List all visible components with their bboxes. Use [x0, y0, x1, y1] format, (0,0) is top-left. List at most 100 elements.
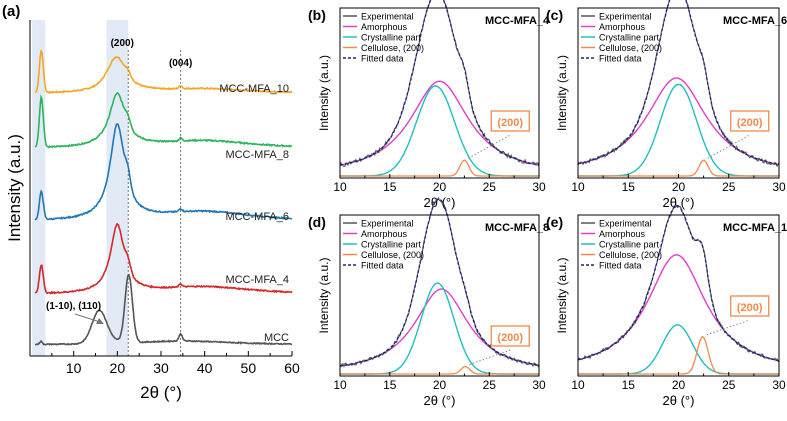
x-tick-label: 30: [772, 378, 786, 392]
x-tick-label: 10: [333, 378, 347, 392]
x-tick-label: 30: [772, 180, 786, 194]
reference-label-200: (200): [111, 38, 134, 49]
fitted-curve: [339, 0, 540, 166]
callout-label: (200): [737, 302, 763, 314]
legend-label: Cellulose, (200): [361, 43, 424, 53]
experimental-curve: [339, 196, 540, 368]
reference-label-004: (004): [169, 58, 192, 69]
panel-label: (d): [308, 214, 326, 230]
y-axis-title: Intensity (a.u.): [317, 55, 331, 131]
x-tick-label: 25: [483, 180, 497, 194]
legend-label: Experimental: [599, 219, 652, 229]
legend-label: Crystalline part: [361, 240, 422, 250]
x-tick-label: 20: [672, 378, 686, 392]
x-axis-title: 2θ (°): [140, 383, 182, 402]
x-tick-label: 50: [241, 360, 257, 376]
x-axis-title: 2θ (°): [424, 393, 456, 408]
x-axis-title: 2θ (°): [663, 393, 695, 408]
cellulose-200-curve: [578, 336, 779, 375]
series-label-MCC-MFA_8: MCC-MFA_8: [225, 149, 289, 161]
legend-label: Experimental: [599, 12, 652, 22]
sample-title: MCC-MFA_10: [723, 222, 787, 234]
y-axis-title: Intensity (a.u.): [317, 257, 331, 333]
legend-label: Fitted data: [361, 54, 404, 64]
series-line-MCC: [34, 273, 293, 346]
legend-label: Experimental: [361, 219, 414, 229]
callout-box: [730, 295, 770, 317]
legend-label: Cellulose, (200): [361, 250, 424, 260]
fitted-curve: [339, 198, 540, 367]
x-tick-label: 20: [433, 378, 447, 392]
x-tick-label: 40: [197, 360, 213, 376]
x-tick-label: 25: [722, 180, 736, 194]
legend-label: Fitted data: [361, 261, 404, 271]
series-line-MCC-MFA_4: [34, 222, 293, 295]
series-label-MCC: MCC: [264, 332, 289, 344]
series-label-MCC-MFA_6: MCC-MFA_6: [225, 211, 289, 223]
x-tick-label: 20: [433, 180, 447, 194]
fitted-curve: [577, 0, 780, 166]
legend-label: Fitted data: [599, 54, 642, 64]
panel-label: (c): [546, 7, 563, 23]
x-tick-label: 10: [333, 180, 347, 194]
panel-label: (b): [308, 7, 326, 23]
panel-a: (200) (004) MCC-MFA_10 MCC-MFA_8 MCC-MFA_6 MC…: [2, 3, 300, 402]
x-tick-label: 15: [383, 180, 397, 194]
sample-title: MCC-MFA_8: [485, 222, 549, 234]
annotation-arrow-line: [74, 313, 101, 323]
legend-label: Amorphous: [361, 229, 408, 239]
x-tick-label: 25: [483, 378, 497, 392]
legend-label: Crystalline part: [361, 33, 422, 43]
y-axis-title: Intensity (a.u.): [555, 257, 569, 333]
callout-leader: [706, 319, 750, 336]
x-tick-label: 10: [571, 180, 585, 194]
x-tick-label: 20: [672, 180, 686, 194]
callout-box: [490, 110, 530, 132]
x-tick-label: 15: [622, 378, 636, 392]
legend-label: Crystalline part: [599, 240, 660, 250]
legend-label: Amorphous: [361, 22, 408, 32]
x-tick-label: 15: [383, 378, 397, 392]
x-tick-label: 30: [153, 360, 169, 376]
series-line-MCC-MFA_10: [34, 49, 293, 94]
x-tick-label: 30: [532, 378, 546, 392]
callout-label: (200): [497, 332, 523, 344]
cellulose-200-curve: [340, 159, 539, 177]
x-tick-label: 15: [622, 180, 636, 194]
callout-leader: [707, 134, 750, 159]
y-axis-title: Intensity (a.u.): [555, 55, 569, 131]
legend-label: Amorphous: [599, 22, 646, 32]
callout-box: [730, 110, 770, 132]
x-tick-label: 60: [284, 360, 300, 376]
callout-label: (200): [497, 117, 523, 129]
legend-label: Experimental: [361, 12, 414, 22]
x-tick-label: 10: [66, 360, 82, 376]
legend-label: Amorphous: [599, 229, 646, 239]
fitted-curve: [577, 205, 780, 362]
legend-label: Cellulose, (200): [599, 250, 662, 260]
x-tick-label: 10: [571, 378, 585, 392]
panel-label: (a): [2, 3, 20, 20]
annotation-peak-label: (1-10), (110): [46, 301, 101, 312]
legend-label: Cellulose, (200): [599, 43, 662, 53]
series-line-MCC-MFA_8: [34, 92, 293, 149]
callout-box: [490, 325, 530, 347]
sample-title: MCC-MFA_4: [485, 15, 550, 27]
y-axis-title: Intensity (a.u.): [5, 134, 24, 242]
x-tick-label: 30: [532, 180, 546, 194]
callout-leader: [468, 134, 511, 159]
series-label-MCC-MFA_4: MCC-MFA_4: [225, 274, 289, 286]
series-line-MCC-MFA_6: [34, 123, 293, 221]
callout-leader: [469, 349, 511, 366]
callout-label: (200): [737, 117, 763, 129]
legend-label: Fitted data: [599, 261, 642, 271]
x-tick-label: 20: [110, 360, 126, 376]
x-tick-label: 25: [722, 378, 736, 392]
series-label-MCC-MFA_10: MCC-MFA_10: [219, 83, 289, 95]
cellulose-200-curve: [578, 159, 779, 177]
